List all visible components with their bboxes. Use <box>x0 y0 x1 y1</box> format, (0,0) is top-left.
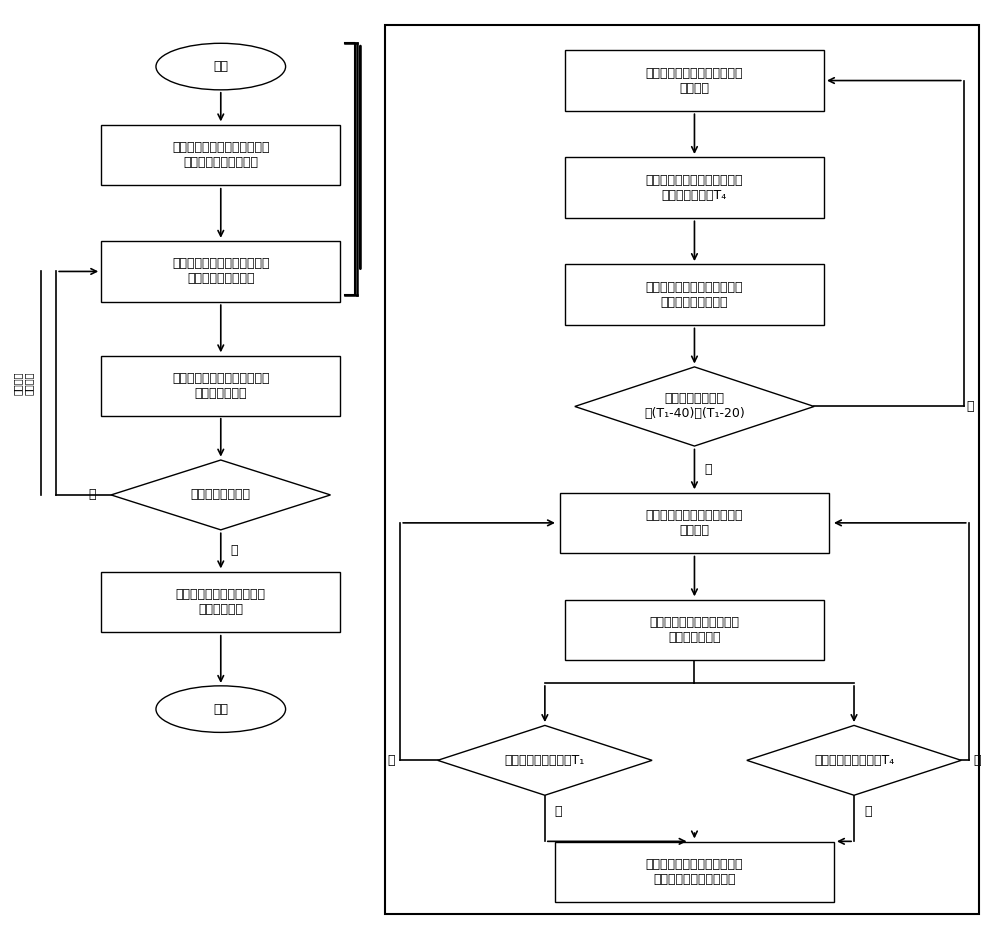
Text: 硬度达到工艺要求: 硬度达到工艺要求 <box>191 488 251 502</box>
FancyBboxPatch shape <box>555 842 834 902</box>
Text: 是: 是 <box>704 463 712 475</box>
Text: 是: 是 <box>231 545 238 558</box>
Text: 否: 否 <box>967 400 974 413</box>
Polygon shape <box>575 367 814 446</box>
FancyBboxPatch shape <box>385 24 979 914</box>
Text: 复层内表面温度到
达(T₁-40)至(T₁-20): 复层内表面温度到 达(T₁-40)至(T₁-20) <box>644 392 745 420</box>
Polygon shape <box>438 726 652 795</box>
Ellipse shape <box>156 686 286 732</box>
Text: 否: 否 <box>974 754 981 767</box>
Text: 控制基层外表面温度，监测
复层内表面温度: 控制基层外表面温度，监测 复层内表面温度 <box>649 616 739 644</box>
FancyBboxPatch shape <box>101 241 340 302</box>
Ellipse shape <box>156 43 286 90</box>
Text: 复合管基层、复层均达到相应
的去应力热处理温度要求: 复合管基层、复层均达到相应 的去应力热处理温度要求 <box>646 858 743 886</box>
Text: 通过数值模拟技术，初步确定
工艺参数，进行调试: 通过数值模拟技术，初步确定 工艺参数，进行调试 <box>172 258 270 286</box>
Text: 中低频加热模块对复合管进行
电磁加热: 中低频加热模块对复合管进行 电磁加热 <box>646 66 743 94</box>
Text: 否: 否 <box>89 488 96 502</box>
FancyBboxPatch shape <box>560 492 829 553</box>
Text: 否: 否 <box>388 754 395 767</box>
Text: 热量通过热传导传递给复层，
监测复层内表面温度: 热量通过热传导传递给复层， 监测复层内表面温度 <box>646 281 743 309</box>
Text: 基层外表面温度到达T₄: 基层外表面温度到达T₄ <box>814 754 894 767</box>
FancyBboxPatch shape <box>101 125 340 185</box>
FancyBboxPatch shape <box>101 356 340 417</box>
Text: 确定工艺参数，制定工艺卡
片，投入生产: 确定工艺参数，制定工艺卡 片，投入生产 <box>176 588 266 616</box>
Text: 复层内表面温度到达T₁: 复层内表面温度到达T₁ <box>505 754 585 767</box>
FancyBboxPatch shape <box>565 264 824 325</box>
Text: 修正参数
重新调试: 修正参数 重新调试 <box>13 372 34 395</box>
Text: 开始: 开始 <box>213 60 228 73</box>
Text: 结束: 结束 <box>213 702 228 715</box>
Text: 确定复合管基层、复层材料相
应的去应力热处理温度: 确定复合管基层、复层材料相 应的去应力热处理温度 <box>172 141 270 169</box>
FancyBboxPatch shape <box>101 572 340 632</box>
FancyBboxPatch shape <box>565 157 824 218</box>
Text: 超音频加热模块对复合管进行
电磁加热: 超音频加热模块对复合管进行 电磁加热 <box>646 509 743 537</box>
Text: 通过外控温组件使基层外表面
的温度始终低于T₄: 通过外控温组件使基层外表面 的温度始终低于T₄ <box>646 174 743 202</box>
Polygon shape <box>747 726 961 795</box>
Text: 对去应力热处理后的焊管结合
层进行硬度测试: 对去应力热处理后的焊管结合 层进行硬度测试 <box>172 372 270 400</box>
FancyBboxPatch shape <box>565 50 824 111</box>
Text: 是: 是 <box>555 805 562 818</box>
Polygon shape <box>111 460 330 530</box>
FancyBboxPatch shape <box>565 600 824 660</box>
Text: 是: 是 <box>864 805 871 818</box>
